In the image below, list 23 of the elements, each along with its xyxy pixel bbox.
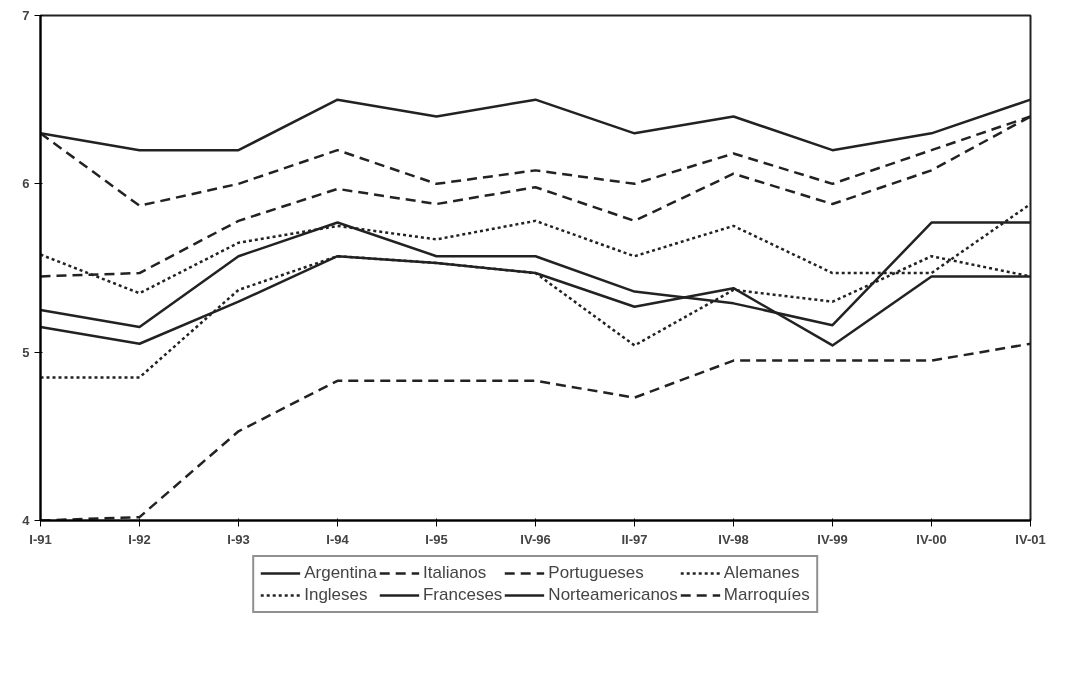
y-tick-label: 7 bbox=[22, 8, 30, 23]
x-tick-label: IV-99 bbox=[817, 531, 848, 547]
legend-label: Norteamericanos bbox=[548, 585, 678, 605]
x-tick-label: I-93 bbox=[227, 531, 250, 547]
x-tick-label: I-91 bbox=[29, 531, 52, 547]
legend-label: Ingleses bbox=[304, 585, 368, 605]
x-tick-label: IV-00 bbox=[916, 531, 947, 547]
x-tick-label: I-92 bbox=[128, 531, 151, 547]
y-tick-label: 5 bbox=[22, 344, 30, 360]
x-tick-label: I-95 bbox=[425, 531, 448, 547]
legend-label: Alemanes bbox=[723, 563, 800, 583]
legend-label: Franceses bbox=[422, 585, 503, 605]
x-tick-label: IV-01 bbox=[1015, 531, 1046, 547]
x-tick-label: II-97 bbox=[621, 531, 648, 547]
legend-label: Portugueses bbox=[548, 563, 644, 583]
legend-label: Argentina bbox=[304, 563, 377, 583]
x-tick-label: I-94 bbox=[326, 531, 350, 547]
y-tick-label: 6 bbox=[22, 176, 30, 192]
x-tick-label: IV-96 bbox=[520, 531, 551, 547]
x-tick-label: IV-98 bbox=[718, 531, 749, 547]
legend-label: Marroquíes bbox=[723, 585, 810, 605]
y-tick-label: 4 bbox=[22, 513, 31, 528]
legend-label: Italianos bbox=[422, 563, 487, 583]
